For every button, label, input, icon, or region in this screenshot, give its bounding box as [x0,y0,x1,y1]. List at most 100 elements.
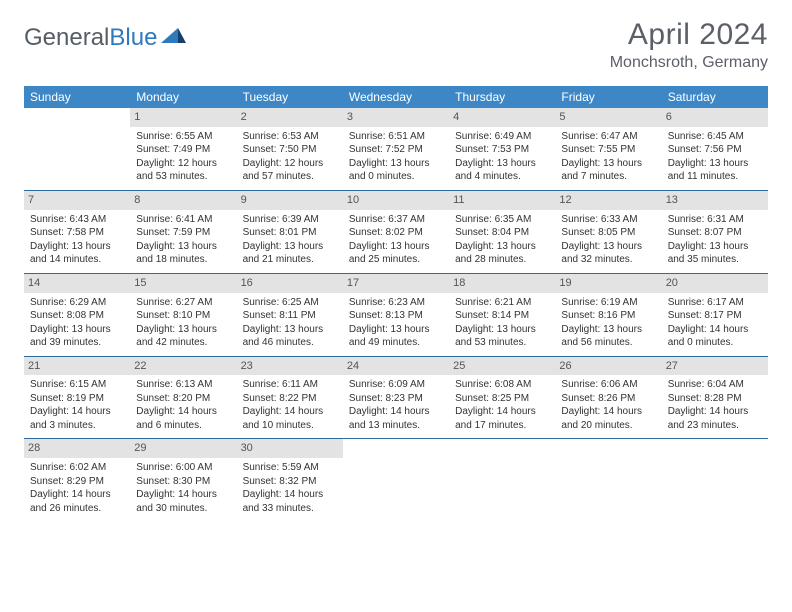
sunset-line: Sunset: 8:02 PM [349,226,443,240]
daylight-line: Daylight: 13 hours and 0 minutes. [349,157,443,184]
calendar-table: SundayMondayTuesdayWednesdayThursdayFrid… [24,86,768,521]
daylight-line: Daylight: 12 hours and 53 minutes. [136,157,230,184]
daylight-line: Daylight: 13 hours and 14 minutes. [30,240,124,267]
day-number: 1 [130,108,236,127]
calendar-day-cell: 25Sunrise: 6:08 AMSunset: 8:25 PMDayligh… [449,356,555,439]
calendar-header-row: SundayMondayTuesdayWednesdayThursdayFrid… [24,86,768,108]
calendar-day-cell: 28Sunrise: 6:02 AMSunset: 8:29 PMDayligh… [24,439,130,521]
sunrise-line: Sunrise: 6:11 AM [243,378,337,392]
daylight-line: Daylight: 14 hours and 10 minutes. [243,405,337,432]
daylight-line: Daylight: 13 hours and 18 minutes. [136,240,230,267]
sunrise-line: Sunrise: 6:55 AM [136,130,230,144]
daylight-line: Daylight: 14 hours and 6 minutes. [136,405,230,432]
sunrise-line: Sunrise: 6:13 AM [136,378,230,392]
sunrise-line: Sunrise: 6:00 AM [136,461,230,475]
daylight-line: Daylight: 13 hours and 46 minutes. [243,323,337,350]
daylight-line: Daylight: 13 hours and 28 minutes. [455,240,549,267]
calendar-day-cell: 2Sunrise: 6:53 AMSunset: 7:50 PMDaylight… [237,108,343,190]
sunset-line: Sunset: 8:19 PM [30,392,124,406]
day-number: 12 [555,191,661,210]
brand-logo: GeneralBlue [24,18,187,52]
sunrise-line: Sunrise: 6:08 AM [455,378,549,392]
daylight-line: Daylight: 13 hours and 35 minutes. [668,240,762,267]
day-number: 30 [237,439,343,458]
calendar-day-cell: 13Sunrise: 6:31 AMSunset: 8:07 PMDayligh… [662,190,768,273]
daylight-line: Daylight: 13 hours and 49 minutes. [349,323,443,350]
day-number: 18 [449,274,555,293]
day-number: 6 [662,108,768,127]
daylight-line: Daylight: 14 hours and 17 minutes. [455,405,549,432]
sunset-line: Sunset: 8:20 PM [136,392,230,406]
calendar-week-row: 21Sunrise: 6:15 AMSunset: 8:19 PMDayligh… [24,356,768,439]
daylight-line: Daylight: 13 hours and 4 minutes. [455,157,549,184]
sunset-line: Sunset: 8:14 PM [455,309,549,323]
sunrise-line: Sunrise: 6:25 AM [243,296,337,310]
sunrise-line: Sunrise: 6:06 AM [561,378,655,392]
daylight-line: Daylight: 14 hours and 26 minutes. [30,488,124,515]
daylight-line: Daylight: 14 hours and 0 minutes. [668,323,762,350]
sunrise-line: Sunrise: 6:31 AM [668,213,762,227]
calendar-day-cell: 22Sunrise: 6:13 AMSunset: 8:20 PMDayligh… [130,356,236,439]
column-header: Friday [555,86,661,108]
sunset-line: Sunset: 8:29 PM [30,475,124,489]
sunset-line: Sunset: 7:53 PM [455,143,549,157]
calendar-week-row: 14Sunrise: 6:29 AMSunset: 8:08 PMDayligh… [24,273,768,356]
day-number: 11 [449,191,555,210]
sunrise-line: Sunrise: 6:02 AM [30,461,124,475]
calendar-day-cell: 18Sunrise: 6:21 AMSunset: 8:14 PMDayligh… [449,273,555,356]
sunset-line: Sunset: 8:32 PM [243,475,337,489]
daylight-line: Daylight: 13 hours and 11 minutes. [668,157,762,184]
sunrise-line: Sunrise: 6:09 AM [349,378,443,392]
calendar-day-cell: 16Sunrise: 6:25 AMSunset: 8:11 PMDayligh… [237,273,343,356]
day-number: 20 [662,274,768,293]
sunset-line: Sunset: 8:23 PM [349,392,443,406]
daylight-line: Daylight: 13 hours and 42 minutes. [136,323,230,350]
header: GeneralBlue April 2024 Monchsroth, Germa… [24,18,768,72]
column-header: Wednesday [343,86,449,108]
day-number: 23 [237,357,343,376]
calendar-day-cell: 12Sunrise: 6:33 AMSunset: 8:05 PMDayligh… [555,190,661,273]
daylight-line: Daylight: 14 hours and 30 minutes. [136,488,230,515]
day-number: 29 [130,439,236,458]
calendar-day-cell: 21Sunrise: 6:15 AMSunset: 8:19 PMDayligh… [24,356,130,439]
sunset-line: Sunset: 8:16 PM [561,309,655,323]
column-header: Sunday [24,86,130,108]
sunset-line: Sunset: 8:04 PM [455,226,549,240]
sunset-line: Sunset: 7:55 PM [561,143,655,157]
sunrise-line: Sunrise: 6:47 AM [561,130,655,144]
daylight-line: Daylight: 13 hours and 32 minutes. [561,240,655,267]
sunrise-line: Sunrise: 6:04 AM [668,378,762,392]
calendar-day-cell: 27Sunrise: 6:04 AMSunset: 8:28 PMDayligh… [662,356,768,439]
daylight-line: Daylight: 12 hours and 57 minutes. [243,157,337,184]
calendar-day-cell: 26Sunrise: 6:06 AMSunset: 8:26 PMDayligh… [555,356,661,439]
sunset-line: Sunset: 8:22 PM [243,392,337,406]
calendar-day-cell: 19Sunrise: 6:19 AMSunset: 8:16 PMDayligh… [555,273,661,356]
sunrise-line: Sunrise: 6:33 AM [561,213,655,227]
column-header: Monday [130,86,236,108]
sunrise-line: Sunrise: 6:49 AM [455,130,549,144]
sunrise-line: Sunrise: 6:23 AM [349,296,443,310]
day-number: 14 [24,274,130,293]
daylight-line: Daylight: 14 hours and 3 minutes. [30,405,124,432]
calendar-day-cell: 8Sunrise: 6:41 AMSunset: 7:59 PMDaylight… [130,190,236,273]
column-header: Saturday [662,86,768,108]
sunrise-line: Sunrise: 6:27 AM [136,296,230,310]
sunrise-line: Sunrise: 6:17 AM [668,296,762,310]
location-label: Monchsroth, Germany [610,54,768,72]
daylight-line: Daylight: 13 hours and 7 minutes. [561,157,655,184]
sunset-line: Sunset: 8:28 PM [668,392,762,406]
daylight-line: Daylight: 13 hours and 25 minutes. [349,240,443,267]
sunset-line: Sunset: 7:52 PM [349,143,443,157]
day-number: 8 [130,191,236,210]
sunset-line: Sunset: 7:56 PM [668,143,762,157]
day-number: 16 [237,274,343,293]
day-number: 24 [343,357,449,376]
calendar-day-cell [662,439,768,521]
calendar-week-row: 1Sunrise: 6:55 AMSunset: 7:49 PMDaylight… [24,108,768,190]
calendar-day-cell [24,108,130,190]
calendar-day-cell: 15Sunrise: 6:27 AMSunset: 8:10 PMDayligh… [130,273,236,356]
calendar-day-cell: 4Sunrise: 6:49 AMSunset: 7:53 PMDaylight… [449,108,555,190]
daylight-line: Daylight: 13 hours and 56 minutes. [561,323,655,350]
day-number: 25 [449,357,555,376]
sunset-line: Sunset: 7:50 PM [243,143,337,157]
